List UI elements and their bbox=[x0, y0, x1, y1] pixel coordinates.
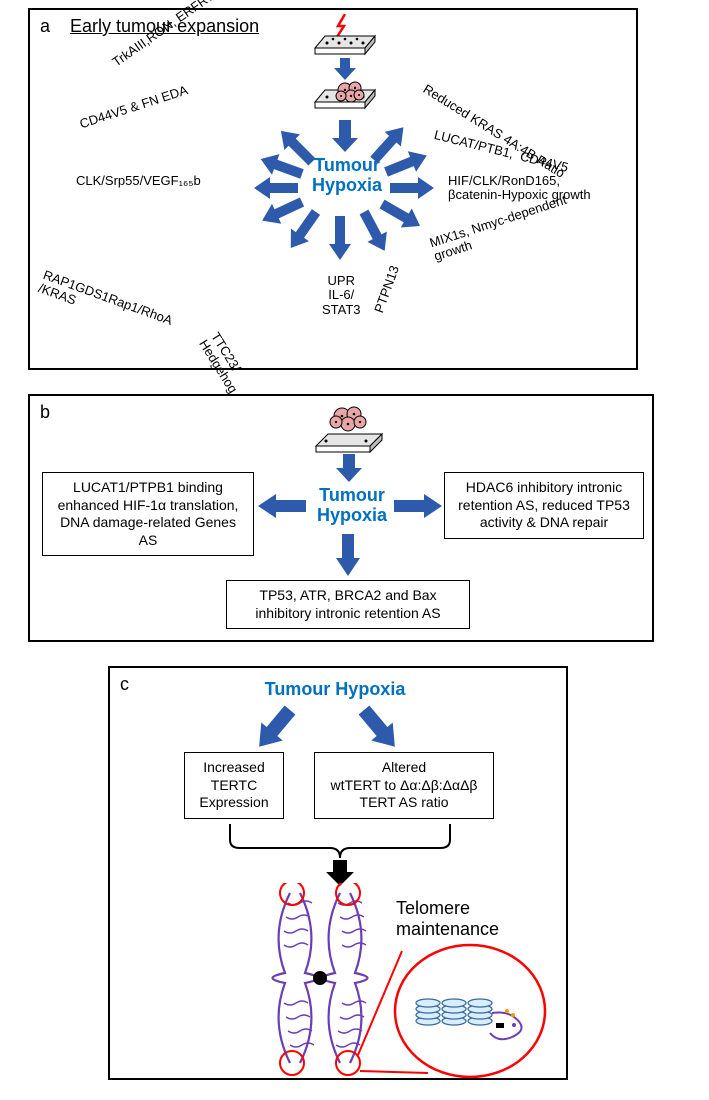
radial-5: UPRIL-6/STAT3 bbox=[322, 274, 361, 317]
panel-c-box-left: IncreasedTERTCExpression bbox=[184, 752, 284, 819]
panel-b-box-bottom: TP53, ATR, BRCA2 and Baxinhibitory intro… bbox=[226, 580, 470, 629]
panel-c-bracket bbox=[190, 818, 490, 888]
panel-b-box-left: LUCAT1/PTPB1 bindingenhanced HIF-1α tran… bbox=[42, 472, 254, 556]
panel-c-box-right: AlteredwtTERT to Δα:Δβ:ΔαΔβTERT AS ratio bbox=[314, 752, 494, 819]
panel-a: a Early tumour expansion bbox=[28, 8, 638, 370]
panel-c: c Tumour Hypoxia IncreasedTERTCExpressio… bbox=[108, 666, 568, 1080]
radial-8: HIF/CLK/RonD165,βcatenin-Hypoxic growth bbox=[448, 174, 591, 203]
panel-b-box-right: HDAC6 inhibitory intronicretention AS, r… bbox=[444, 472, 644, 539]
panel-b: b TumourHypoxia LUCAT1/PTPB1 bindingenha… bbox=[28, 394, 654, 642]
radial-2: CLK/Srp55/VEGF₁₆₅b bbox=[76, 174, 201, 188]
panel-c-telomere-label: Telomeremaintenance bbox=[396, 898, 499, 939]
